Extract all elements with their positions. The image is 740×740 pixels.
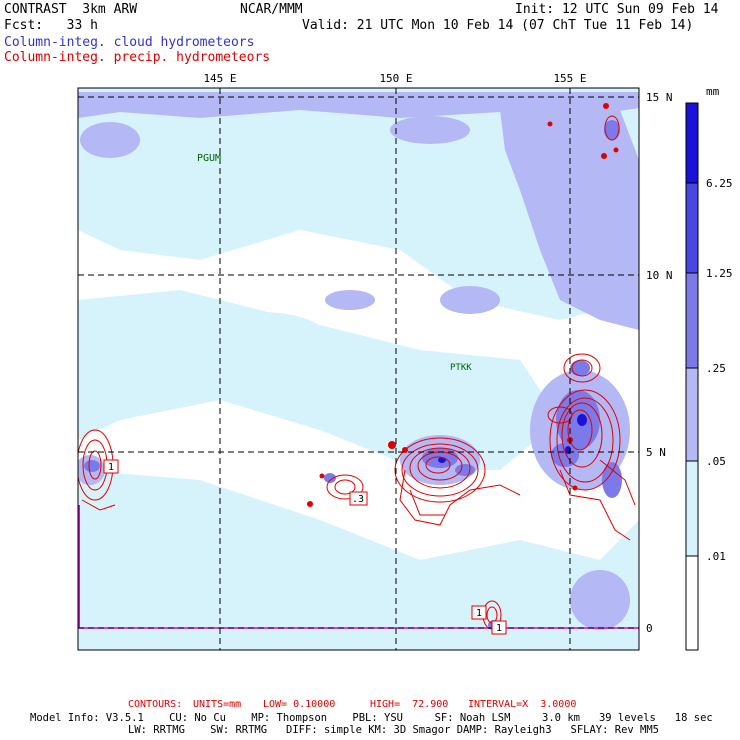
colorbar-level: 1.25 [706, 267, 733, 280]
colorbar: mm 6.25 1.25 .25 .05 .01 [685, 85, 733, 651]
latlon-grid [78, 88, 639, 650]
colorbar-swatch [686, 273, 698, 368]
colorbar-unit: mm [706, 85, 720, 98]
contour-label: 1 [476, 608, 482, 619]
contour-label-box [349, 491, 368, 506]
colorbar-level: .25 [706, 362, 726, 375]
lat-label: 15 N [646, 91, 673, 104]
colorbar-swatch [686, 368, 698, 461]
precip-contours [78, 115, 636, 630]
station-label-ptkk: PTKK [450, 363, 472, 373]
org-label: NCAR/MMM [240, 2, 303, 17]
init-time: Init: 12 UTC Sun 09 Feb 14 [515, 2, 719, 17]
legend-cloud: Column-integ. cloud hydrometeors [4, 35, 255, 50]
contour-label-box [471, 605, 487, 620]
contours-high: HIGH= 72.900 [370, 699, 449, 710]
map-frame [77, 87, 640, 651]
colorbar-swatch [686, 556, 698, 650]
model-info-line1: Model Info: V3.5.1 CU: No Cu MP: Thompso… [30, 712, 713, 724]
contour-label-box [103, 459, 119, 474]
colorbar-level: .05 [706, 455, 726, 468]
colorbar-swatch [686, 103, 698, 183]
contours-interval: INTERVAL=X 3.0000 [468, 699, 577, 710]
colorbar-swatch [686, 461, 698, 556]
colorbar-level: .01 [706, 550, 726, 563]
contour-label: 1 [108, 462, 114, 473]
lat-label: 10 N [646, 269, 673, 282]
contours-units: UNITS=mm [193, 699, 242, 710]
lon-label: 150 E [379, 72, 412, 85]
contours-low: LOW= 0.10000 [263, 699, 336, 710]
colorbar-level: 6.25 [706, 177, 733, 190]
valid-time: Valid: 21 UTC Mon 10 Feb 14 (07 ChT Tue … [302, 18, 694, 33]
lon-label: 155 E [553, 72, 586, 85]
model-info-line2: LW: RRTMG SW: RRTMG DIFF: simple KM: 3D … [128, 724, 660, 736]
contour-label: 1 [496, 623, 502, 634]
legend-precip: Column-integ. precip. hydrometeors [4, 50, 271, 65]
forecast-hour: Fcst: 33 h [4, 18, 98, 33]
contour-label-box [491, 620, 507, 635]
station-label-pgum: PGUM [197, 153, 221, 164]
lat-label: 0 [646, 622, 653, 635]
contour-label: .3 [352, 494, 364, 505]
cloud-field [78, 88, 639, 650]
colorbar-swatch [686, 183, 698, 273]
lat-label: 5 N [646, 446, 666, 459]
lon-label: 145 E [203, 72, 236, 85]
run-title: CONTRAST 3km ARW [4, 2, 138, 17]
contours-label: CONTOURS: [128, 699, 183, 710]
